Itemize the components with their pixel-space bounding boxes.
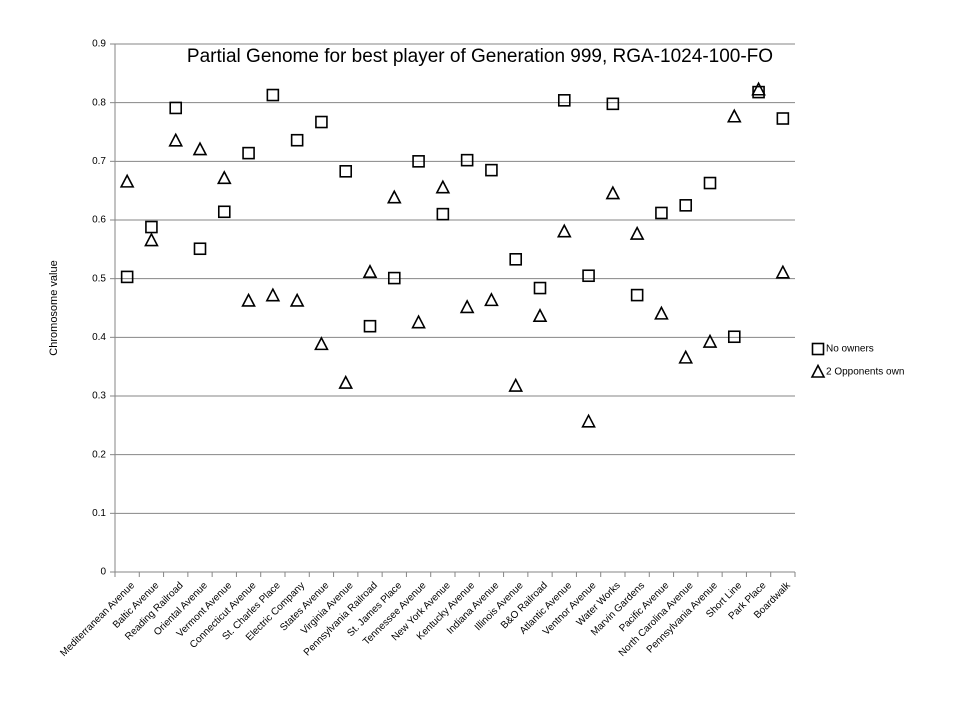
point xyxy=(532,307,548,323)
point xyxy=(216,170,232,185)
point xyxy=(678,349,694,364)
point xyxy=(387,271,401,285)
y-axis-label: Chromosome value xyxy=(48,260,60,355)
point xyxy=(193,242,207,256)
point xyxy=(435,179,451,194)
point xyxy=(314,336,329,351)
point xyxy=(266,88,280,102)
chart-title: Partial Genome for best player of Genera… xyxy=(187,46,773,67)
point xyxy=(775,264,791,279)
point xyxy=(315,115,328,129)
y-tick-label: 0.1 xyxy=(92,508,106,519)
point xyxy=(265,287,281,302)
point xyxy=(169,101,183,115)
point xyxy=(557,94,571,107)
legend-marker xyxy=(810,363,826,378)
y-tick-label: 0.2 xyxy=(92,449,106,460)
point xyxy=(679,199,693,212)
point xyxy=(460,153,474,167)
y-tick-label: 0 xyxy=(100,567,106,578)
point xyxy=(727,330,741,344)
point xyxy=(703,176,717,190)
y-tick-label: 0.6 xyxy=(92,215,106,226)
point xyxy=(144,232,159,247)
point xyxy=(168,132,184,147)
point xyxy=(776,112,790,125)
point xyxy=(702,333,718,348)
y-tick-label: 0.9 xyxy=(92,39,106,50)
legend-label: No owners xyxy=(826,344,874,355)
point xyxy=(217,205,231,219)
legend-label: 2 Opponents own xyxy=(826,367,904,378)
point xyxy=(386,189,402,204)
y-tick-label: 0.3 xyxy=(92,391,106,402)
point xyxy=(655,206,668,220)
point xyxy=(556,223,572,238)
point xyxy=(192,141,208,156)
point xyxy=(726,108,742,123)
point xyxy=(363,319,377,333)
point xyxy=(581,413,596,428)
point xyxy=(339,165,353,178)
legend-marker xyxy=(811,342,825,356)
point xyxy=(508,377,524,392)
y-tick-label: 0.5 xyxy=(92,273,106,284)
point xyxy=(338,374,354,389)
point xyxy=(485,163,498,177)
point xyxy=(411,314,426,329)
y-tick-label: 0.7 xyxy=(92,156,106,167)
y-tick-label: 0.8 xyxy=(92,97,106,108)
point xyxy=(630,288,644,302)
point xyxy=(606,97,620,111)
point xyxy=(533,281,547,295)
y-tick-label: 0.4 xyxy=(92,332,106,343)
point xyxy=(484,292,499,307)
point xyxy=(362,263,378,279)
point xyxy=(582,269,595,283)
point xyxy=(242,146,255,160)
point xyxy=(120,270,134,284)
point xyxy=(119,173,135,188)
point xyxy=(654,305,669,320)
point xyxy=(289,292,305,307)
point xyxy=(605,185,621,200)
point xyxy=(241,292,256,307)
point xyxy=(436,207,450,221)
point xyxy=(290,133,304,147)
point xyxy=(459,299,475,314)
point xyxy=(412,155,425,168)
point xyxy=(751,81,766,96)
point xyxy=(509,253,523,266)
point xyxy=(629,225,645,240)
